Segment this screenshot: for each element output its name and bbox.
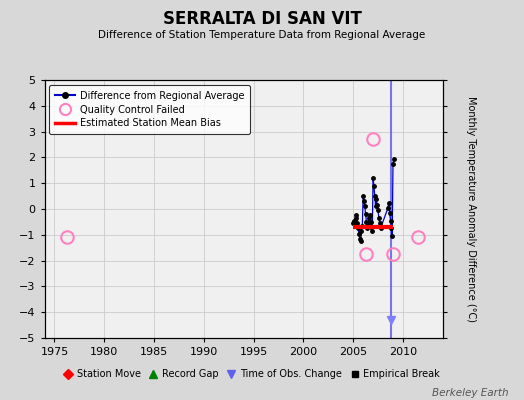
Text: Berkeley Earth: Berkeley Earth (432, 388, 508, 398)
Text: Difference of Station Temperature Data from Regional Average: Difference of Station Temperature Data f… (99, 30, 425, 40)
Y-axis label: Monthly Temperature Anomaly Difference (°C): Monthly Temperature Anomaly Difference (… (466, 96, 476, 322)
Legend: Difference from Regional Average, Quality Control Failed, Estimated Station Mean: Difference from Regional Average, Qualit… (49, 85, 250, 134)
Legend: Station Move, Record Gap, Time of Obs. Change, Empirical Break: Station Move, Record Gap, Time of Obs. C… (60, 366, 443, 382)
Text: SERRALTA DI SAN VIT: SERRALTA DI SAN VIT (162, 10, 362, 28)
